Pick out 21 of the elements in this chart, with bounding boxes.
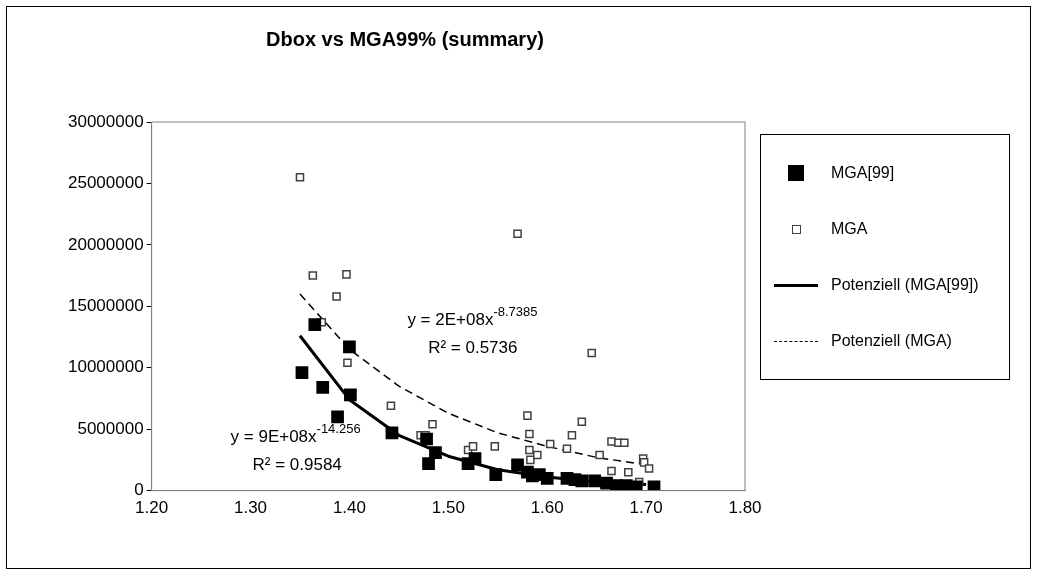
y-tick-label: 20000000 [68, 234, 144, 254]
legend-label: MGA [831, 220, 868, 238]
y-tick-label: 5000000 [77, 418, 144, 438]
chart-title: Dbox vs MGA99% (summary) [266, 27, 544, 50]
legend-label: MGA[99] [831, 164, 895, 182]
annotation: R² = 0.5736 [428, 338, 518, 358]
x-tick-label: 1.50 [431, 498, 465, 518]
y-tick-label: 0 [134, 480, 144, 500]
x-tick-label: 1.40 [332, 498, 366, 518]
annotation: R² = 0.9584 [252, 455, 342, 475]
x-tick-label: 1.30 [233, 498, 268, 518]
x-tick-label: 1.80 [728, 498, 762, 518]
x-tick-label: 1.70 [629, 498, 663, 518]
y-tick-label: 15000000 [68, 295, 144, 315]
x-tick-label: 1.60 [530, 498, 564, 518]
legend-label: Potenziell (MGA) [831, 332, 952, 350]
y-tick-label: 10000000 [68, 357, 144, 377]
y-tick-label: 30000000 [68, 111, 144, 131]
y-tick-label: 25000000 [68, 173, 144, 193]
legend-label: Potenziell (MGA[99]) [831, 276, 979, 294]
x-tick-label: 1.20 [135, 498, 169, 518]
